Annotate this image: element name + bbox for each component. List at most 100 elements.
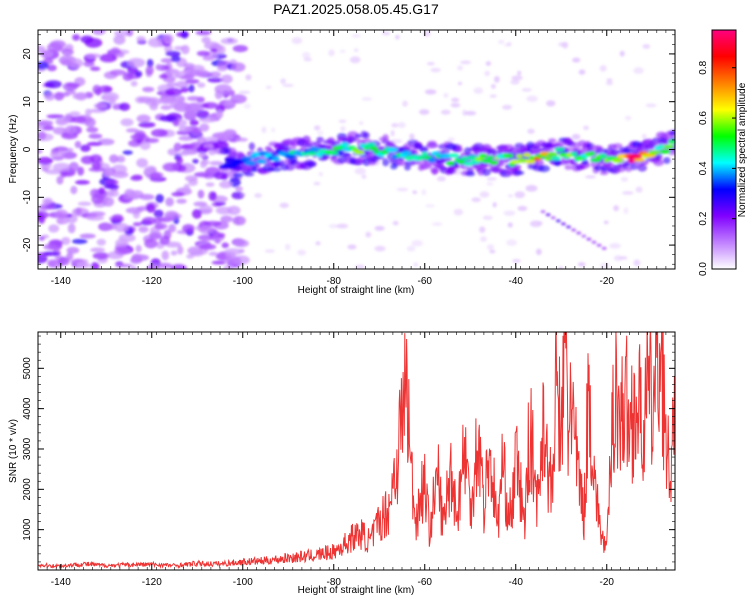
spectrogram-noise-blob <box>76 261 87 268</box>
spectrogram-faint-blob <box>503 210 516 216</box>
spectrogram-noise-blob <box>55 92 71 97</box>
spectrogram-noise-blob <box>42 198 50 206</box>
spectrogram-noise-blob <box>46 114 65 119</box>
spectrogram-noise-blob <box>201 36 211 44</box>
spectrogram-noise-blob <box>163 162 180 172</box>
spectrogram-faint-blob <box>354 264 365 269</box>
spectrogram-noise-blob <box>61 48 74 56</box>
spectrogram-noise-blob <box>216 65 228 72</box>
spectrogram-noise-blob <box>88 133 103 139</box>
spectrogram-ridge-core <box>445 161 455 166</box>
spectrogram-noise-blob <box>192 158 199 164</box>
spectrogram-ridge-core <box>416 155 426 161</box>
colorbar: 0.0 0.2 0.4 0.6 0.8 Normalized spectral ampl… <box>698 29 748 276</box>
spectrogram-noise-blob <box>176 130 192 135</box>
spectrogram-noise-blob <box>221 242 229 249</box>
spectrogram-secondary-branch <box>540 210 546 214</box>
spectrogram-noise-blob <box>139 140 151 150</box>
spectrogram-faint-blob <box>395 35 400 40</box>
spectrogram-noise-blob <box>176 198 187 204</box>
spectrogram-ridge-core <box>668 139 675 144</box>
spectrogram-ridge-halo <box>271 167 282 172</box>
spectrogram-ridge-halo <box>350 137 361 142</box>
spectrogram-faint-blob <box>440 109 451 115</box>
spectrogram-noise-blob <box>89 211 106 217</box>
spectrogram-secondary-branch <box>576 231 582 235</box>
spectrogram-noise-blob <box>202 102 219 109</box>
spectrogram-noise-blob <box>223 264 234 269</box>
spectrogram-faint-blob <box>462 109 467 116</box>
spectrogram-faint-blob <box>361 97 373 101</box>
spectrogram-faint-blob <box>479 191 490 198</box>
spectrogram-noise-blob <box>155 63 162 71</box>
spectrogram-faint-blob <box>406 245 416 252</box>
spectrogram-secondary-branch <box>581 234 587 238</box>
spectrogram-faint-blob <box>303 57 312 62</box>
spectrogram-faint-blob <box>642 44 651 49</box>
spectrogram-noise-blob <box>61 237 71 246</box>
spectrogram-noise-blob <box>164 210 179 221</box>
spectrogram-y-tick-label: 10 <box>22 96 33 108</box>
spectrogram-faint-blob <box>558 42 565 47</box>
spectrogram-noise-blob <box>127 192 139 198</box>
spectrogram-noise-blob <box>90 262 100 269</box>
spectrogram-ridge-core <box>310 147 321 152</box>
spectrogram-secondary-branch <box>591 240 597 244</box>
spectrogram-ridge-halo <box>663 157 671 164</box>
spectrogram-faint-blob <box>431 222 443 227</box>
spectrogram-faint-blob <box>460 60 472 65</box>
spectrogram-faint-blob <box>315 241 321 246</box>
spectrogram-noise-blob <box>65 83 81 88</box>
spectrogram-noise-blob <box>175 80 189 89</box>
spectrogram-noise-blob <box>160 105 172 110</box>
spectrogram-faint-blob <box>484 70 490 77</box>
spectrogram-noise-blob <box>67 223 76 234</box>
spectrogram-noise-blob <box>115 263 133 268</box>
spectrogram-faint-blob <box>265 85 272 89</box>
spectrogram-faint-blob <box>464 111 477 116</box>
spectrogram-faint-blob <box>486 177 497 181</box>
spectrogram-ridge-core <box>241 156 252 161</box>
snr-y-tick-label: 4000 <box>22 397 33 420</box>
spectrogram-ridge-halo <box>343 152 352 160</box>
spectrogram-ridge-core <box>340 142 349 148</box>
spectrogram-noise-blob <box>198 225 215 235</box>
spectrogram-noise-blob <box>61 131 78 140</box>
spectrogram-faint-blob <box>328 49 335 57</box>
snr-y-label: SNR (10 * v/v) <box>8 419 19 483</box>
spectrogram-faint-blob <box>279 202 289 209</box>
spectrogram-x-tick-label: -40 <box>509 276 524 287</box>
spectrogram-noise-blob <box>189 70 205 76</box>
spectrogram-noise-blob <box>136 114 151 123</box>
spectrogram-noise-blob <box>146 59 154 68</box>
spectrogram-ridge-halo <box>555 140 565 147</box>
spectrogram-x-tick-label: -80 <box>327 276 342 287</box>
spectrogram-ridge-halo <box>419 146 429 153</box>
spectrogram-faint-blob <box>451 97 460 103</box>
spectrogram-x-axis: -140 -120 -100 -80 -60 -40 -20 <box>37 30 676 287</box>
spectrogram-noise-blob <box>177 245 184 255</box>
spectrogram-noise-blob <box>38 214 46 224</box>
spectrogram-ridge-core <box>478 153 488 159</box>
spectrogram-noise-blob <box>122 72 134 81</box>
spectrogram-faint-blob <box>526 95 538 102</box>
spectrogram-noise-blob <box>115 52 125 58</box>
spectrogram-noise-blob <box>145 65 154 76</box>
spectrogram-ridge-core <box>503 153 514 158</box>
spectrogram-noise-blob <box>195 30 212 36</box>
spectrogram-noise-blob <box>74 180 90 185</box>
spectrogram-noise-blob <box>135 70 143 77</box>
spectrogram-ridge-core <box>369 146 379 151</box>
spectrogram-faint-blob <box>457 65 464 71</box>
spectrogram-faint-blob <box>297 249 306 256</box>
spectrogram-ridge-halo <box>397 161 407 167</box>
spectrogram-ridge-core <box>224 157 232 162</box>
spectrogram-faint-blob <box>635 186 643 193</box>
spectrogram-noise-blob <box>173 142 182 152</box>
colorbar-ticks: 0.0 0.2 0.4 0.6 0.8 <box>698 60 736 276</box>
spectrogram-noise-blob <box>96 238 106 246</box>
spectrogram-noise-blob <box>200 160 207 169</box>
spectrogram-ridge-core <box>386 147 398 153</box>
spectrogram-noise-blob <box>208 150 216 156</box>
spectrogram-noise-blob <box>208 251 219 256</box>
